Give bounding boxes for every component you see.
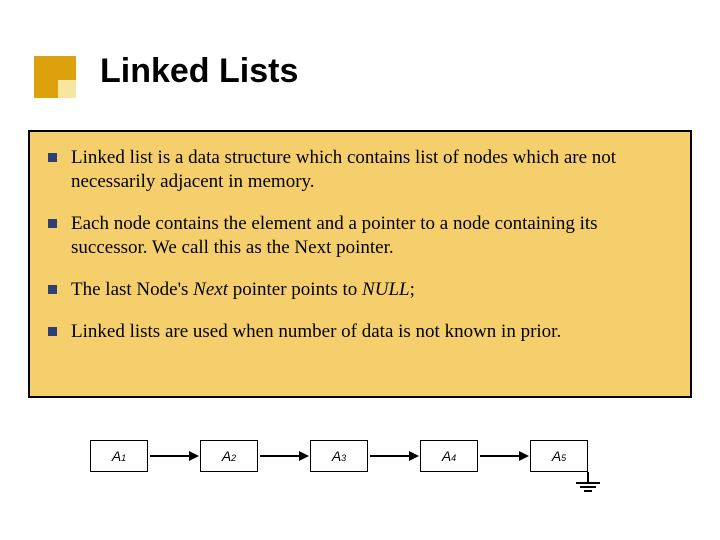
bullet-item: The last Node's Next pointer points to N… <box>48 278 672 302</box>
ll-node: A2 <box>200 440 258 472</box>
ll-node: A3 <box>310 440 368 472</box>
ll-node: A4 <box>420 440 478 472</box>
bullet-text: The last Node's Next pointer points to N… <box>71 278 672 302</box>
accent-inner <box>58 80 76 98</box>
bullet-item: Linked lists are used when number of dat… <box>48 320 672 344</box>
linked-list-diagram: A1 A2 A3 A4 A5 <box>90 440 670 500</box>
bullet-icon <box>48 219 57 228</box>
corner-accent <box>34 56 76 98</box>
ll-node: A1 <box>90 440 148 472</box>
bullet-item: Each node contains the element and a poi… <box>48 212 672 260</box>
null-ground-icon <box>574 472 602 494</box>
bullet-icon <box>48 153 57 162</box>
bullet-icon <box>48 285 57 294</box>
bullet-text: Linked list is a data structure which co… <box>71 146 672 194</box>
bullet-icon <box>48 327 57 336</box>
content-box: Linked list is a data structure which co… <box>28 130 692 398</box>
slide-title: Linked Lists <box>100 52 298 91</box>
bullet-text: Linked lists are used when number of dat… <box>71 320 672 344</box>
bullet-item: Linked list is a data structure which co… <box>48 146 672 194</box>
ll-node: A5 <box>530 440 588 472</box>
slide: Linked Lists Linked list is a data struc… <box>0 0 720 540</box>
bullet-text: Each node contains the element and a poi… <box>71 212 672 260</box>
